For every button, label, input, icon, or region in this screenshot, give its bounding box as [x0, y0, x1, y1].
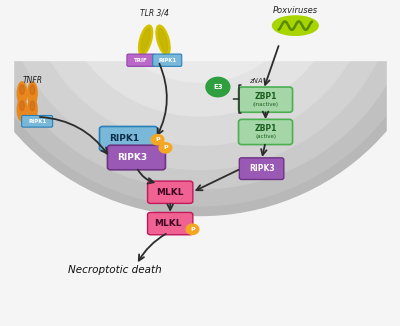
FancyBboxPatch shape [238, 119, 292, 144]
FancyBboxPatch shape [148, 181, 193, 203]
Ellipse shape [170, 0, 230, 5]
FancyBboxPatch shape [148, 213, 193, 235]
Text: ZBP1: ZBP1 [254, 124, 277, 133]
Ellipse shape [17, 82, 27, 105]
Ellipse shape [30, 85, 35, 95]
Ellipse shape [17, 98, 27, 121]
Text: MLKL: MLKL [156, 188, 184, 197]
FancyBboxPatch shape [22, 115, 53, 127]
Circle shape [186, 224, 199, 234]
Ellipse shape [131, 0, 269, 43]
Bar [1, 1, 399, 60]
Text: ZBP1: ZBP1 [254, 92, 277, 101]
FancyBboxPatch shape [238, 87, 292, 112]
Text: E3: E3 [213, 84, 223, 90]
Ellipse shape [28, 0, 372, 145]
Circle shape [159, 143, 172, 153]
Ellipse shape [141, 28, 150, 52]
Text: Poxviruses: Poxviruses [273, 6, 318, 15]
Circle shape [206, 77, 230, 97]
Text: (inactive): (inactive) [252, 102, 278, 107]
Text: RIPK1: RIPK1 [28, 119, 46, 124]
Ellipse shape [30, 101, 35, 111]
Ellipse shape [0, 0, 400, 189]
Text: RIPK3: RIPK3 [118, 153, 148, 162]
FancyBboxPatch shape [153, 54, 182, 67]
Ellipse shape [0, 0, 400, 206]
Text: TRIF: TRIF [134, 58, 148, 63]
Text: Necroptotic death: Necroptotic death [68, 265, 162, 275]
Ellipse shape [272, 16, 318, 35]
Ellipse shape [20, 85, 24, 95]
Ellipse shape [3, 0, 397, 170]
Bar [1, 1, 13, 325]
Ellipse shape [138, 25, 153, 55]
Text: TLR 3/4: TLR 3/4 [140, 8, 169, 17]
Ellipse shape [57, 0, 343, 116]
Text: MLKL: MLKL [154, 219, 182, 228]
Text: P: P [190, 227, 195, 232]
Bar [387, 1, 399, 325]
Text: P: P [163, 145, 168, 150]
Text: TNFR: TNFR [23, 76, 43, 85]
Ellipse shape [92, 0, 308, 82]
Text: RIPK1: RIPK1 [158, 58, 176, 63]
Ellipse shape [158, 28, 168, 52]
Ellipse shape [20, 101, 24, 111]
Text: P: P [155, 137, 160, 142]
FancyBboxPatch shape [108, 145, 166, 170]
Circle shape [151, 135, 164, 145]
Ellipse shape [28, 98, 37, 121]
Ellipse shape [28, 82, 37, 105]
FancyBboxPatch shape [100, 126, 158, 151]
FancyBboxPatch shape [239, 158, 284, 180]
Ellipse shape [0, 0, 400, 215]
Text: RIPK1: RIPK1 [110, 134, 140, 143]
Text: zNA: zNA [249, 78, 262, 83]
FancyBboxPatch shape [127, 54, 155, 67]
Text: RIPK3: RIPK3 [249, 164, 274, 173]
Ellipse shape [156, 25, 170, 55]
Text: (active): (active) [255, 134, 276, 139]
